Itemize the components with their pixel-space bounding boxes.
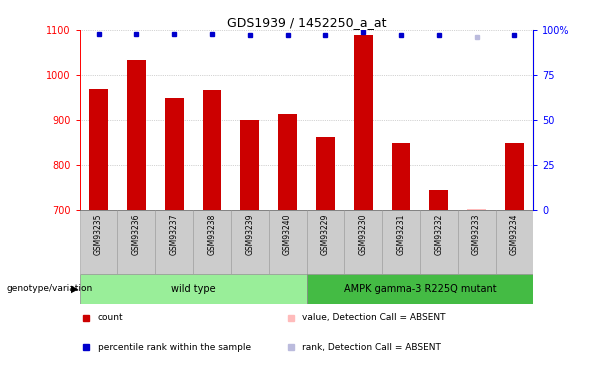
Bar bbox=[268, 210, 306, 274]
Bar bbox=[306, 274, 533, 304]
Text: GSM93239: GSM93239 bbox=[245, 213, 254, 255]
Bar bbox=[80, 274, 306, 304]
Text: GSM93235: GSM93235 bbox=[94, 213, 103, 255]
Text: value, Detection Call = ABSENT: value, Detection Call = ABSENT bbox=[302, 313, 446, 322]
Bar bbox=[505, 143, 524, 210]
Bar bbox=[80, 210, 118, 274]
Text: GSM93234: GSM93234 bbox=[510, 213, 519, 255]
Bar bbox=[429, 190, 448, 210]
Text: GSM93240: GSM93240 bbox=[283, 213, 292, 255]
Bar bbox=[89, 88, 108, 210]
Bar bbox=[495, 210, 533, 274]
Bar bbox=[231, 210, 268, 274]
Text: AMPK gamma-3 R225Q mutant: AMPK gamma-3 R225Q mutant bbox=[344, 284, 496, 294]
Bar bbox=[127, 60, 146, 210]
Text: GSM93238: GSM93238 bbox=[207, 213, 216, 255]
Bar bbox=[354, 34, 373, 210]
Text: GSM93236: GSM93236 bbox=[132, 213, 141, 255]
Text: GSM93229: GSM93229 bbox=[321, 213, 330, 255]
Text: genotype/variation: genotype/variation bbox=[6, 284, 93, 293]
Bar bbox=[165, 98, 184, 210]
Text: ▶: ▶ bbox=[70, 284, 78, 294]
Bar bbox=[306, 210, 345, 274]
Bar bbox=[202, 90, 221, 210]
Text: GSM93232: GSM93232 bbox=[434, 213, 443, 255]
Bar bbox=[392, 143, 411, 210]
Bar bbox=[467, 209, 486, 210]
Text: wild type: wild type bbox=[171, 284, 215, 294]
Bar bbox=[316, 137, 335, 210]
Text: GSM93233: GSM93233 bbox=[472, 213, 481, 255]
Bar bbox=[420, 210, 458, 274]
Bar bbox=[240, 120, 259, 210]
Bar bbox=[382, 210, 420, 274]
Text: GSM93230: GSM93230 bbox=[359, 213, 368, 255]
Text: count: count bbox=[98, 313, 123, 322]
Bar bbox=[118, 210, 155, 274]
Bar bbox=[155, 210, 193, 274]
Bar bbox=[278, 114, 297, 210]
Title: GDS1939 / 1452250_a_at: GDS1939 / 1452250_a_at bbox=[227, 16, 386, 29]
Text: GSM93237: GSM93237 bbox=[170, 213, 179, 255]
Bar bbox=[193, 210, 231, 274]
Bar bbox=[345, 210, 382, 274]
Text: GSM93231: GSM93231 bbox=[397, 213, 406, 255]
Text: percentile rank within the sample: percentile rank within the sample bbox=[98, 343, 251, 352]
Text: rank, Detection Call = ABSENT: rank, Detection Call = ABSENT bbox=[302, 343, 441, 352]
Bar bbox=[458, 210, 495, 274]
